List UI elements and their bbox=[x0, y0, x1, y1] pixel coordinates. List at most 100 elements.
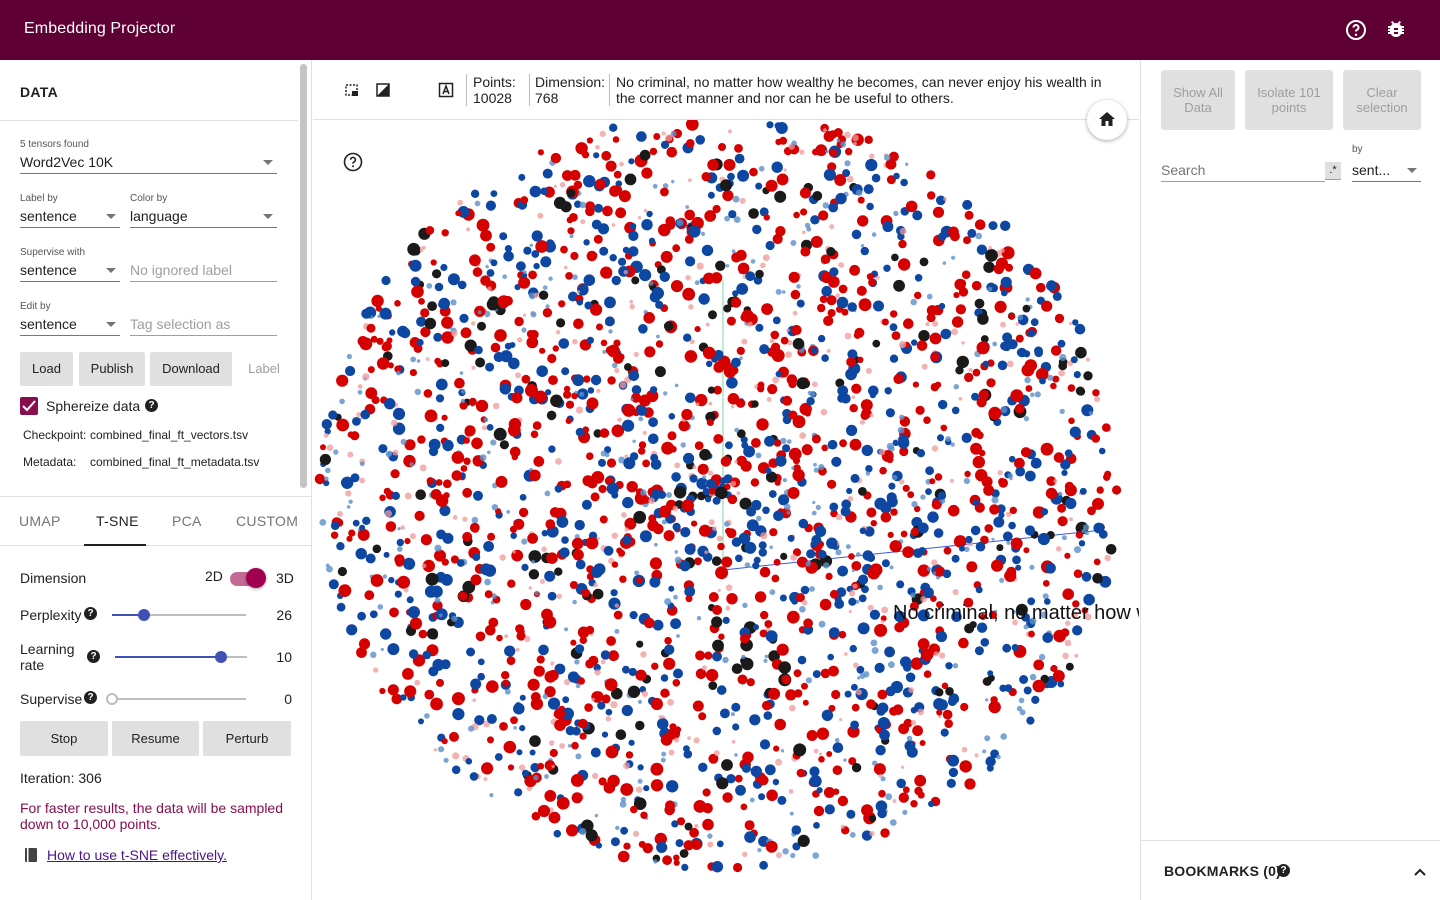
data-point[interactable] bbox=[715, 486, 728, 500]
data-point[interactable] bbox=[479, 454, 487, 461]
data-point[interactable] bbox=[813, 467, 819, 473]
data-point[interactable] bbox=[485, 362, 495, 372]
data-point[interactable] bbox=[369, 610, 378, 619]
data-point[interactable] bbox=[880, 512, 892, 523]
data-point[interactable] bbox=[996, 257, 1008, 270]
data-point[interactable] bbox=[712, 726, 722, 736]
data-point[interactable] bbox=[1057, 516, 1068, 527]
data-point[interactable] bbox=[960, 702, 969, 712]
data-point[interactable] bbox=[803, 618, 813, 629]
data-point[interactable] bbox=[869, 609, 881, 620]
data-point[interactable] bbox=[593, 582, 598, 588]
data-point[interactable] bbox=[420, 326, 431, 338]
data-point[interactable] bbox=[640, 651, 647, 658]
data-point[interactable] bbox=[651, 662, 659, 670]
tab-tsne[interactable]: T-SNE bbox=[96, 513, 139, 529]
night-mode-icon[interactable] bbox=[375, 82, 391, 98]
download-button[interactable]: Download bbox=[150, 352, 232, 386]
data-point[interactable] bbox=[846, 357, 856, 367]
data-point[interactable] bbox=[659, 271, 670, 282]
data-point[interactable] bbox=[590, 747, 601, 758]
data-point[interactable] bbox=[338, 584, 352, 597]
data-point[interactable] bbox=[836, 587, 847, 598]
data-point[interactable] bbox=[636, 786, 643, 793]
data-point[interactable] bbox=[934, 566, 946, 577]
data-point[interactable] bbox=[896, 778, 906, 789]
data-point[interactable] bbox=[944, 719, 953, 728]
data-point[interactable] bbox=[474, 715, 485, 726]
data-point[interactable] bbox=[827, 439, 838, 450]
perplexity-slider-track[interactable] bbox=[112, 614, 246, 616]
data-point[interactable] bbox=[599, 428, 610, 438]
data-point[interactable] bbox=[357, 384, 363, 389]
data-point[interactable] bbox=[622, 535, 632, 545]
data-point[interactable] bbox=[637, 764, 644, 771]
data-point[interactable] bbox=[758, 548, 767, 557]
data-point[interactable] bbox=[579, 391, 585, 397]
data-point[interactable] bbox=[440, 263, 448, 272]
data-point[interactable] bbox=[459, 313, 469, 323]
data-point[interactable] bbox=[625, 751, 634, 759]
data-point[interactable] bbox=[801, 682, 808, 690]
data-point[interactable] bbox=[856, 189, 863, 196]
data-point[interactable] bbox=[933, 651, 939, 657]
data-point[interactable] bbox=[926, 170, 936, 180]
data-point[interactable] bbox=[715, 566, 729, 580]
data-point[interactable] bbox=[1060, 628, 1070, 637]
data-point[interactable] bbox=[778, 661, 791, 674]
data-point[interactable] bbox=[756, 515, 762, 522]
data-point[interactable] bbox=[1086, 357, 1090, 362]
data-point[interactable] bbox=[494, 753, 503, 761]
data-point[interactable] bbox=[508, 357, 520, 370]
data-point[interactable] bbox=[1029, 673, 1037, 681]
data-point[interactable] bbox=[740, 436, 748, 444]
data-point[interactable] bbox=[426, 477, 435, 485]
data-point[interactable] bbox=[779, 136, 788, 145]
data-point[interactable] bbox=[779, 594, 787, 602]
data-point[interactable] bbox=[418, 298, 425, 305]
data-point[interactable] bbox=[1015, 603, 1028, 616]
data-point[interactable] bbox=[964, 546, 970, 553]
data-point[interactable] bbox=[880, 776, 886, 782]
data-point[interactable] bbox=[760, 532, 768, 540]
data-point[interactable] bbox=[555, 330, 561, 335]
data-point[interactable] bbox=[698, 293, 710, 305]
data-point[interactable] bbox=[400, 438, 407, 445]
data-point[interactable] bbox=[635, 720, 645, 731]
data-point[interactable] bbox=[324, 428, 331, 435]
data-point[interactable] bbox=[575, 142, 588, 155]
sphereize-checkbox[interactable] bbox=[20, 397, 38, 415]
data-point[interactable] bbox=[639, 149, 651, 161]
data-point[interactable] bbox=[544, 686, 556, 698]
data-point[interactable] bbox=[694, 280, 700, 286]
data-point[interactable] bbox=[414, 388, 421, 396]
data-point[interactable] bbox=[721, 556, 733, 568]
data-point[interactable] bbox=[594, 813, 599, 818]
data-point[interactable] bbox=[888, 151, 899, 162]
data-point[interactable] bbox=[934, 473, 943, 481]
data-point[interactable] bbox=[509, 525, 518, 533]
data-point[interactable] bbox=[1016, 349, 1024, 356]
data-point[interactable] bbox=[958, 396, 963, 401]
data-point[interactable] bbox=[811, 434, 821, 444]
data-point[interactable] bbox=[792, 310, 798, 316]
data-point[interactable] bbox=[652, 183, 658, 189]
data-point[interactable] bbox=[851, 395, 856, 400]
data-point[interactable] bbox=[400, 694, 407, 701]
data-point[interactable] bbox=[583, 239, 590, 246]
data-point[interactable] bbox=[462, 531, 473, 542]
data-point[interactable] bbox=[611, 687, 623, 700]
data-point[interactable] bbox=[784, 503, 791, 511]
data-point[interactable] bbox=[611, 561, 619, 568]
data-point[interactable] bbox=[766, 397, 772, 402]
data-point[interactable] bbox=[674, 550, 679, 554]
data-point[interactable] bbox=[336, 374, 349, 387]
data-point[interactable] bbox=[533, 292, 539, 298]
data-point[interactable] bbox=[933, 528, 944, 538]
data-point[interactable] bbox=[859, 419, 866, 425]
data-point[interactable] bbox=[477, 321, 486, 331]
data-point[interactable] bbox=[734, 153, 745, 164]
data-point[interactable] bbox=[531, 230, 543, 242]
data-point[interactable] bbox=[414, 510, 425, 521]
data-point[interactable] bbox=[1092, 573, 1103, 584]
